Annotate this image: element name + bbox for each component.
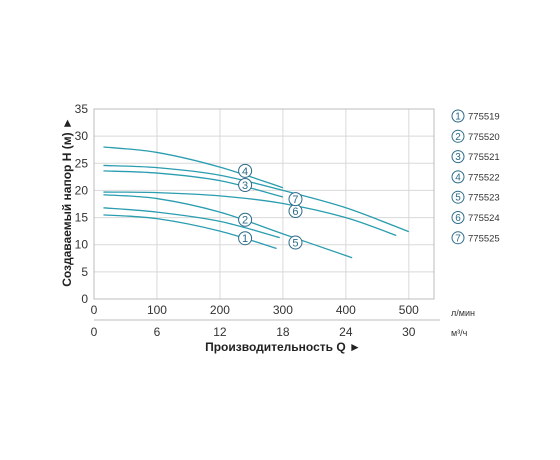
x-tick-label-primary: 200 [210,303,230,317]
curve-marker-label: 1 [242,233,248,245]
legend-marker [451,129,465,143]
legend-marker-label: 4 [455,172,461,183]
curve-marker-3 [238,178,253,192]
curve-marker-label: 4 [242,166,248,178]
series-line-775523 [103,194,353,259]
x-tick-label-secondary: 0 [91,325,98,339]
legend-item-775524: 775524 [468,213,500,224]
legend-marker [451,190,465,204]
series-line-775520 [103,207,280,239]
plot-frame [93,108,435,300]
x-axis-label: Производительность Q ► [205,340,361,354]
legend-marker-label: 2 [455,132,461,143]
legend-marker [451,231,465,245]
x-axis-unit-primary: л/мин [451,308,475,318]
legend-marker-label: 5 [455,193,461,204]
series-line-775525 [103,164,410,233]
y-tick-label: 0 [81,292,88,306]
curve-marker-label: 6 [292,206,298,218]
curve-marker-label: 5 [292,238,298,250]
legend-marker-label: 1 [455,112,461,123]
legend: 1 775519 2 775520 3 775521 4 775522 5 775523 6 7755… [451,109,500,245]
legend-marker-label: 3 [455,152,461,163]
series-line-775524 [103,191,397,237]
x-tick-label-primary: 500 [399,303,419,317]
legend-marker [451,150,465,164]
x-tick-label-secondary: 30 [402,325,416,339]
y-tick-label: 20 [75,183,89,197]
legend-item-775520: 775520 [468,132,500,143]
x-axis-unit-secondary: м³/ч [451,328,468,338]
curve-marker-label: 3 [242,180,248,192]
legend-item-775523: 775523 [468,193,500,204]
y-tick-label: 25 [75,156,89,170]
y-tick-label: 5 [81,265,88,279]
curve-marker-5 [288,235,303,250]
curve-marker-label: 2 [242,215,248,227]
x-tick-label-secondary: 18 [276,325,290,339]
y-tick-label: 35 [75,102,89,116]
y-tick-label: 30 [75,129,89,143]
legend-item-775521: 775521 [468,152,500,163]
series-line-775521 [103,170,284,198]
legend-marker-label: 7 [455,233,461,244]
y-axis-label: Создаваемый напор H (м) ► [60,117,74,287]
x-tick-label-secondary: 6 [154,325,161,339]
x-tick-label-primary: 100 [147,303,167,317]
series-markers: 1 2 3 4 5 67 [238,163,303,250]
legend-marker [451,211,465,224]
curve-marker-4 [238,163,253,178]
legend-item-775519: 775519 [468,112,500,123]
curve-marker-7 [288,192,303,207]
legend-marker [451,170,465,184]
x-tick-label-primary: 400 [336,303,356,317]
curve-marker-1 [238,231,253,246]
legend-marker-label: 6 [455,213,461,224]
legend-item-775525: 775525 [468,233,500,244]
curve-marker-2 [238,212,253,227]
x-tick-label-primary: 0 [91,303,98,317]
legend-marker [451,109,465,123]
series-lines [103,146,410,259]
grid [93,108,434,300]
x-tick-label-primary: 300 [273,303,293,317]
y-tick-label: 10 [75,238,89,252]
x-tick-label-secondary: 12 [213,325,227,339]
curve-marker-label: 7 [292,194,298,206]
legend-item-775522: 775522 [468,172,500,183]
x-tick-label-secondary: 24 [339,325,353,339]
y-tick-label: 15 [75,211,89,225]
series-line-775522 [103,146,284,189]
